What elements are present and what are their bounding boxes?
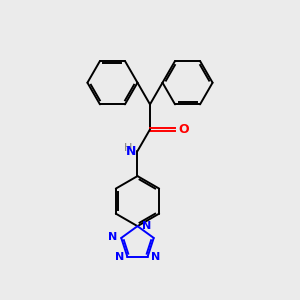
Text: N: N: [151, 252, 160, 262]
Text: N: N: [115, 252, 124, 262]
Text: N: N: [126, 145, 136, 158]
Text: N: N: [109, 232, 118, 242]
Text: O: O: [178, 123, 189, 136]
Text: H: H: [124, 142, 132, 152]
Text: N: N: [142, 221, 152, 231]
